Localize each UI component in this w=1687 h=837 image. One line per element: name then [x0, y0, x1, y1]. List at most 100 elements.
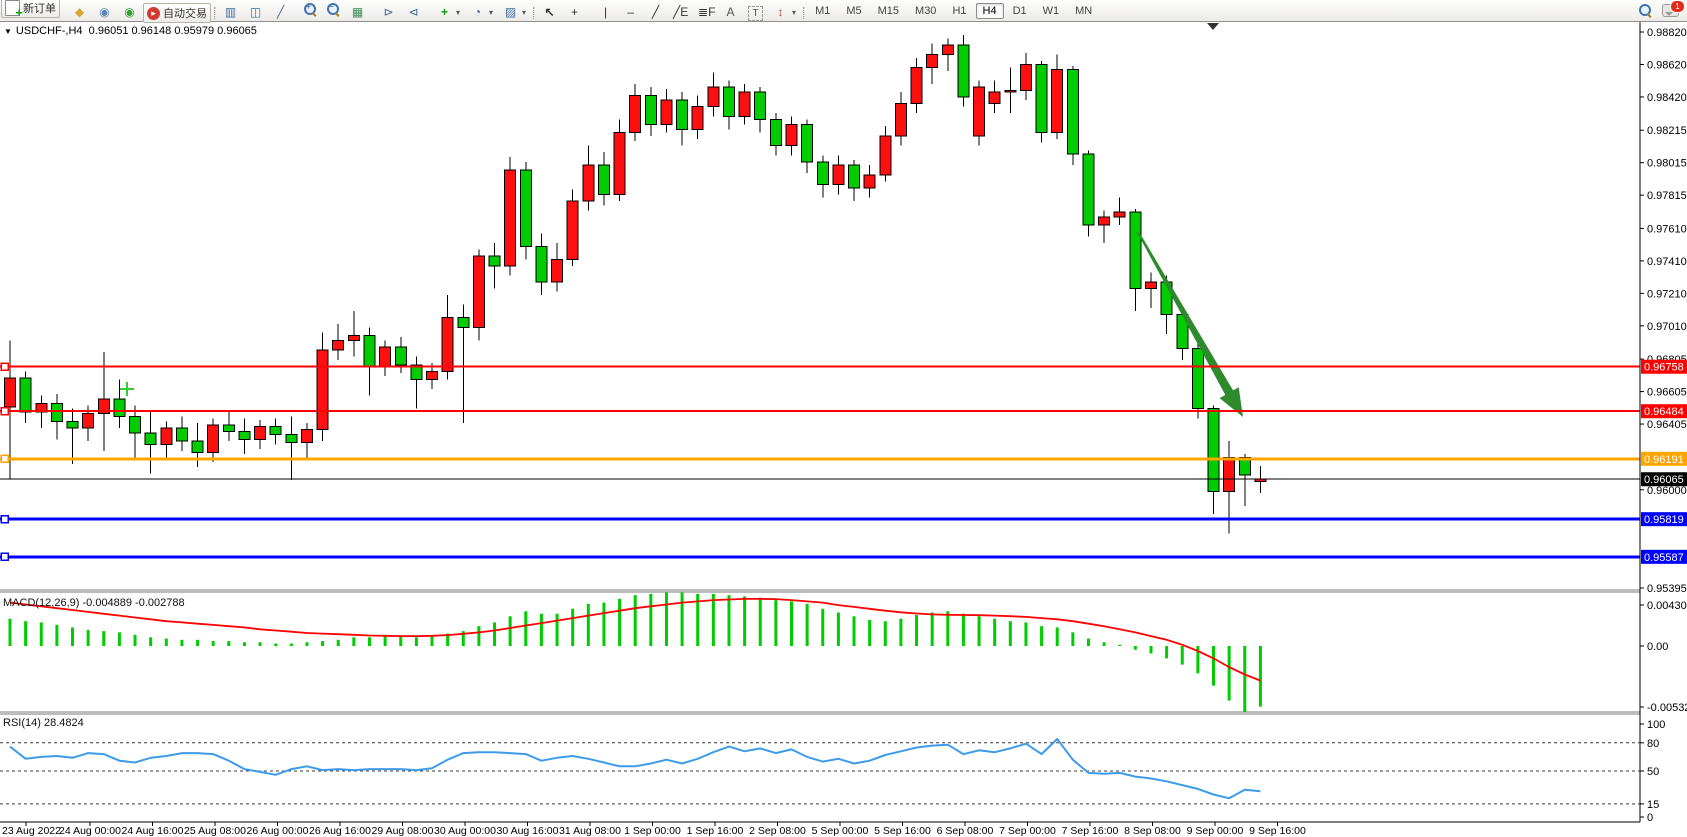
timeframe-h4[interactable]: H4 — [975, 2, 1004, 19]
rsi-label: RSI(14) 28.4824 — [3, 717, 84, 729]
candle-body — [1113, 211, 1126, 218]
price-tick-label: 0.98015 — [1647, 158, 1687, 170]
cursor-icon: ↖ — [544, 4, 555, 19]
arrows-button[interactable]: ↕ ▾ — [769, 2, 800, 22]
candle-body — [691, 106, 704, 130]
auto-scroll-button[interactable]: ⊳ — [377, 2, 400, 22]
price-tick-label: 0.97010 — [1647, 321, 1687, 333]
candle-body — [4, 377, 16, 408]
book-icon: ◆ — [74, 4, 85, 19]
bar-chart-button[interactable]: ▥ — [219, 2, 242, 22]
candle-body — [97, 398, 110, 414]
chart-header: ▼ USDCHF-,H4 0.96051 0.96148 0.95979 0.96… — [4, 25, 257, 37]
cursor-button[interactable]: ↖ — [538, 2, 561, 22]
dropdown-arrow-icon: ▾ — [522, 7, 527, 17]
timeframe-w1[interactable]: W1 — [1042, 4, 1060, 17]
time-tick-label: 23 Aug 2022 — [2, 825, 61, 837]
candle-body — [722, 86, 735, 117]
candle-body — [660, 99, 673, 126]
zoom-out-button[interactable]: − — [323, 0, 344, 19]
hline-icon: – — [627, 4, 634, 19]
collapse-triangle-icon[interactable]: ▼ — [4, 27, 12, 36]
line-chart-button[interactable]: ╱ — [269, 2, 292, 22]
crosshair-button[interactable]: + — [563, 2, 586, 22]
autotrade-button[interactable]: ▸ 自动交易 — [143, 3, 211, 24]
hline-handle[interactable] — [0, 362, 9, 371]
zoom-out-icon: − — [327, 2, 340, 17]
candle-body — [957, 44, 970, 98]
rsi-tick-label: 0 — [1647, 812, 1653, 824]
dropdown-arrow-icon: ▾ — [792, 7, 797, 17]
periods-button[interactable]: ◔ ▾ — [466, 2, 497, 22]
macd-signal-value: -0.002788 — [135, 597, 185, 609]
price-tag-label: 0.95587 — [1644, 552, 1684, 564]
hline-handle[interactable] — [0, 454, 9, 464]
time-tick-label: 5 Sep 16:00 — [874, 825, 931, 837]
templates-button[interactable]: ▨ ▾ — [499, 2, 530, 22]
candle-body — [1004, 89, 1017, 93]
timeframe-h1[interactable]: H1 — [952, 4, 967, 17]
candle-body — [613, 132, 626, 195]
autotrade-button-label: 自动交易 — [163, 8, 207, 21]
hline-handle[interactable] — [0, 514, 9, 524]
channel-button[interactable]: ╱E — [669, 2, 692, 22]
plus-marker[interactable] — [120, 382, 134, 396]
price-tag-box — [1641, 472, 1687, 487]
candle-body — [879, 135, 892, 176]
new-order-button[interactable]: 新订单 — [1, 0, 60, 20]
rsi-tick-label: 100 — [1647, 719, 1665, 731]
vline-button[interactable]: | — [594, 2, 617, 22]
indicators-button[interactable]: + ▾ — [433, 2, 464, 22]
timeframe-m30[interactable]: M30 — [915, 4, 937, 17]
candle-body — [926, 54, 939, 69]
price-tick-label: 0.96405 — [1647, 419, 1687, 431]
tile-windows-button[interactable]: ▦ — [346, 2, 369, 22]
candle-body — [394, 346, 407, 366]
zoom-in-button[interactable]: + — [300, 0, 321, 19]
price-tag-box — [1641, 404, 1687, 419]
candle-body — [50, 403, 63, 423]
candle-body — [1191, 348, 1204, 410]
candle-body — [472, 255, 485, 328]
candle-body — [519, 169, 532, 247]
candle-body — [1098, 216, 1111, 226]
macd-tick-label: 0.00 — [1647, 641, 1668, 653]
timeframe-d1[interactable]: D1 — [1012, 4, 1027, 17]
market-watch-button[interactable]: ◆ — [68, 2, 91, 22]
horizontal-lines — [0, 362, 1640, 562]
timeframe-mn[interactable]: MN — [1075, 4, 1093, 17]
time-tick-label: 9 Sep 00:00 — [1187, 825, 1244, 837]
timeframe-m5[interactable]: M5 — [846, 4, 862, 17]
text-button[interactable]: A — [719, 2, 742, 22]
pane-frame — [0, 21, 1641, 823]
chart-shift-button[interactable]: ⊲ — [402, 2, 425, 22]
label-button[interactable]: T — [744, 3, 767, 23]
search-icon[interactable] — [1639, 3, 1652, 18]
linechart-icon: ╱ — [276, 4, 285, 19]
candle-body — [816, 161, 829, 186]
candle-chart-button[interactable]: ◫ — [244, 2, 267, 22]
toolbar-grip — [214, 6, 216, 19]
fibonacci-button[interactable]: ≣F — [694, 2, 717, 22]
candle-body — [597, 164, 610, 195]
timeframe-m15[interactable]: M15 — [877, 4, 900, 17]
hline-handle[interactable] — [0, 406, 9, 416]
trendline-icon: ╱ — [651, 4, 660, 19]
hline-handle[interactable] — [0, 552, 9, 562]
profile-button[interactable]: ◉ — [93, 2, 116, 22]
trend-arrow[interactable] — [1137, 231, 1243, 418]
chat-icon[interactable]: 1 — [1662, 0, 1685, 17]
price-tag-label: 0.95819 — [1644, 514, 1684, 526]
price-tick-label: 0.95395 — [1647, 583, 1687, 595]
new-order-button-label: 新订单 — [23, 2, 56, 15]
hline-button[interactable]: – — [619, 2, 642, 22]
candle-body — [801, 124, 814, 163]
rsi-tick-label: 15 — [1647, 799, 1659, 811]
trendline-button[interactable]: ╱ — [644, 2, 667, 22]
timeframe-m1[interactable]: M1 — [815, 4, 831, 17]
signals-button[interactable]: ◉ — [118, 2, 141, 22]
candle-body — [973, 86, 986, 137]
chart-shift-marker-icon[interactable] — [1207, 23, 1219, 30]
time-tick-label: 30 Aug 16:00 — [497, 825, 559, 837]
